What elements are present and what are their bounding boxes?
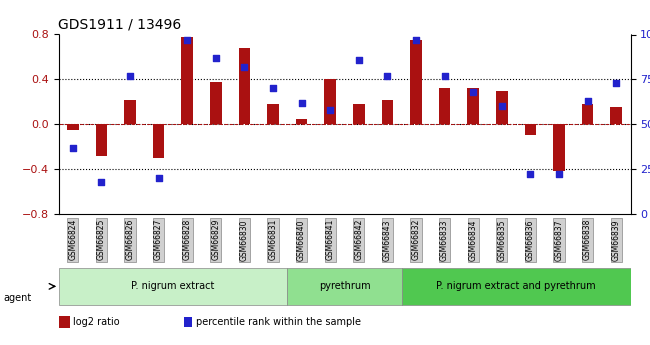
Point [211,55,221,61]
Bar [267,104,279,124]
Text: GSM66825: GSM66825 [97,219,106,260]
Text: GSM66835: GSM66835 [497,219,506,260]
Text: P. nigrum extract: P. nigrum extract [131,282,214,291]
Bar [210,81,222,124]
Text: GSM66839: GSM66839 [612,219,621,260]
Bar [239,48,250,124]
Point [153,175,164,181]
Text: GDS1911 / 13496: GDS1911 / 13496 [58,18,182,32]
Bar [96,124,107,156]
Text: agent: agent [3,294,31,303]
Point [554,172,564,177]
Point [296,100,307,106]
Text: GSM66831: GSM66831 [268,219,278,260]
Point [354,57,364,62]
Point [611,80,621,86]
Point [525,172,536,177]
Bar [582,104,593,124]
Bar [67,124,79,130]
Bar [353,104,365,124]
Point [497,104,507,109]
Point [382,73,393,79]
Point [96,179,107,184]
Point [325,107,335,112]
FancyBboxPatch shape [287,268,402,305]
Text: GSM66840: GSM66840 [297,219,306,260]
Point [239,64,250,70]
Bar [439,88,450,124]
Point [68,145,78,150]
Point [411,37,421,43]
Point [125,73,135,79]
Point [268,86,278,91]
Text: GSM66826: GSM66826 [125,219,135,260]
Text: GSM66836: GSM66836 [526,219,535,260]
Point [182,37,192,43]
Text: GSM66843: GSM66843 [383,219,392,260]
Bar [382,99,393,124]
FancyBboxPatch shape [58,268,287,305]
Text: GSM66841: GSM66841 [326,219,335,260]
Bar [324,79,336,124]
Text: GSM66827: GSM66827 [154,219,163,260]
Point [439,73,450,79]
Point [582,98,593,104]
Text: GSM66829: GSM66829 [211,219,220,260]
Text: GSM66828: GSM66828 [183,219,192,260]
FancyBboxPatch shape [402,268,630,305]
Text: log2 ratio: log2 ratio [73,317,120,327]
Text: GSM66833: GSM66833 [440,219,449,260]
Text: GSM66832: GSM66832 [411,219,421,260]
Text: GSM66842: GSM66842 [354,219,363,260]
Text: pyrethrum: pyrethrum [318,282,370,291]
Bar [185,317,192,327]
Text: GSM66838: GSM66838 [583,219,592,260]
Text: GSM66824: GSM66824 [68,219,77,260]
Text: GSM66834: GSM66834 [469,219,478,260]
Bar [553,124,565,171]
Text: P. nigrum extract and pyrethrum: P. nigrum extract and pyrethrum [436,282,596,291]
Point [468,89,478,95]
Bar [525,124,536,135]
Bar [467,88,479,124]
Text: percentile rank within the sample: percentile rank within the sample [196,317,361,327]
Bar [181,37,193,124]
Bar [296,119,307,124]
Bar [410,40,422,124]
Text: GSM66837: GSM66837 [554,219,564,260]
Bar [496,90,508,124]
Bar [124,99,136,124]
Bar [610,107,622,124]
Text: GSM66830: GSM66830 [240,219,249,260]
Bar [58,316,70,328]
Bar [153,124,164,158]
